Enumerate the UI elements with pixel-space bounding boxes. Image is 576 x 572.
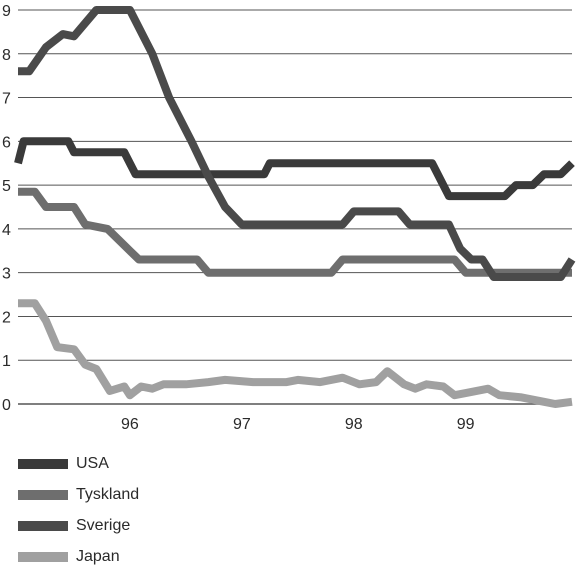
y-tick-label-7: 7 (2, 91, 11, 108)
legend-swatch-usa (18, 458, 68, 469)
legend-label-usa: USA (76, 454, 109, 472)
line-chart: 0 1 2 3 4 5 6 7 8 9 96 97 98 99 (2, 3, 576, 433)
series-line-tyskland (18, 187, 572, 277)
y-tick-label-5: 5 (2, 178, 11, 195)
y-tick-label-4: 4 (2, 222, 11, 239)
series-line-japan (18, 299, 573, 408)
legend-label-tyskland: Tyskland (76, 485, 140, 503)
x-tick-label-97: 97 (233, 416, 251, 433)
x-axis-ticks: 96 97 98 99 (121, 416, 475, 433)
series-line-sverige (18, 6, 576, 281)
legend-swatch-tyskland (18, 489, 68, 500)
y-tick-label-9: 9 (2, 3, 11, 20)
y-tick-label-2: 2 (2, 309, 11, 326)
legend-item-japan: Japan (18, 541, 139, 572)
series-lines (14, 6, 576, 408)
y-tick-label-3: 3 (2, 266, 11, 283)
legend-swatch-japan (18, 551, 68, 562)
legend-swatch-sverige (18, 520, 68, 531)
legend-item-sverige: Sverige (18, 510, 139, 541)
y-tick-label-0: 0 (2, 397, 11, 414)
x-tick-label-96: 96 (121, 416, 139, 433)
legend-item-usa: USA (18, 448, 139, 479)
y-tick-label-1: 1 (2, 353, 11, 370)
gridlines (18, 9, 572, 405)
legend: USA Tyskland Sverige Japan (18, 448, 139, 572)
series-line-usa (14, 137, 575, 201)
x-tick-label-99: 99 (457, 416, 475, 433)
y-tick-label-8: 8 (2, 47, 11, 64)
legend-item-tyskland: Tyskland (18, 479, 139, 510)
y-tick-label-6: 6 (2, 134, 11, 151)
legend-label-japan: Japan (76, 547, 120, 565)
y-axis-ticks: 0 1 2 3 4 5 6 7 8 9 (2, 3, 11, 414)
legend-label-sverige: Sverige (76, 516, 131, 534)
x-tick-label-98: 98 (345, 416, 363, 433)
